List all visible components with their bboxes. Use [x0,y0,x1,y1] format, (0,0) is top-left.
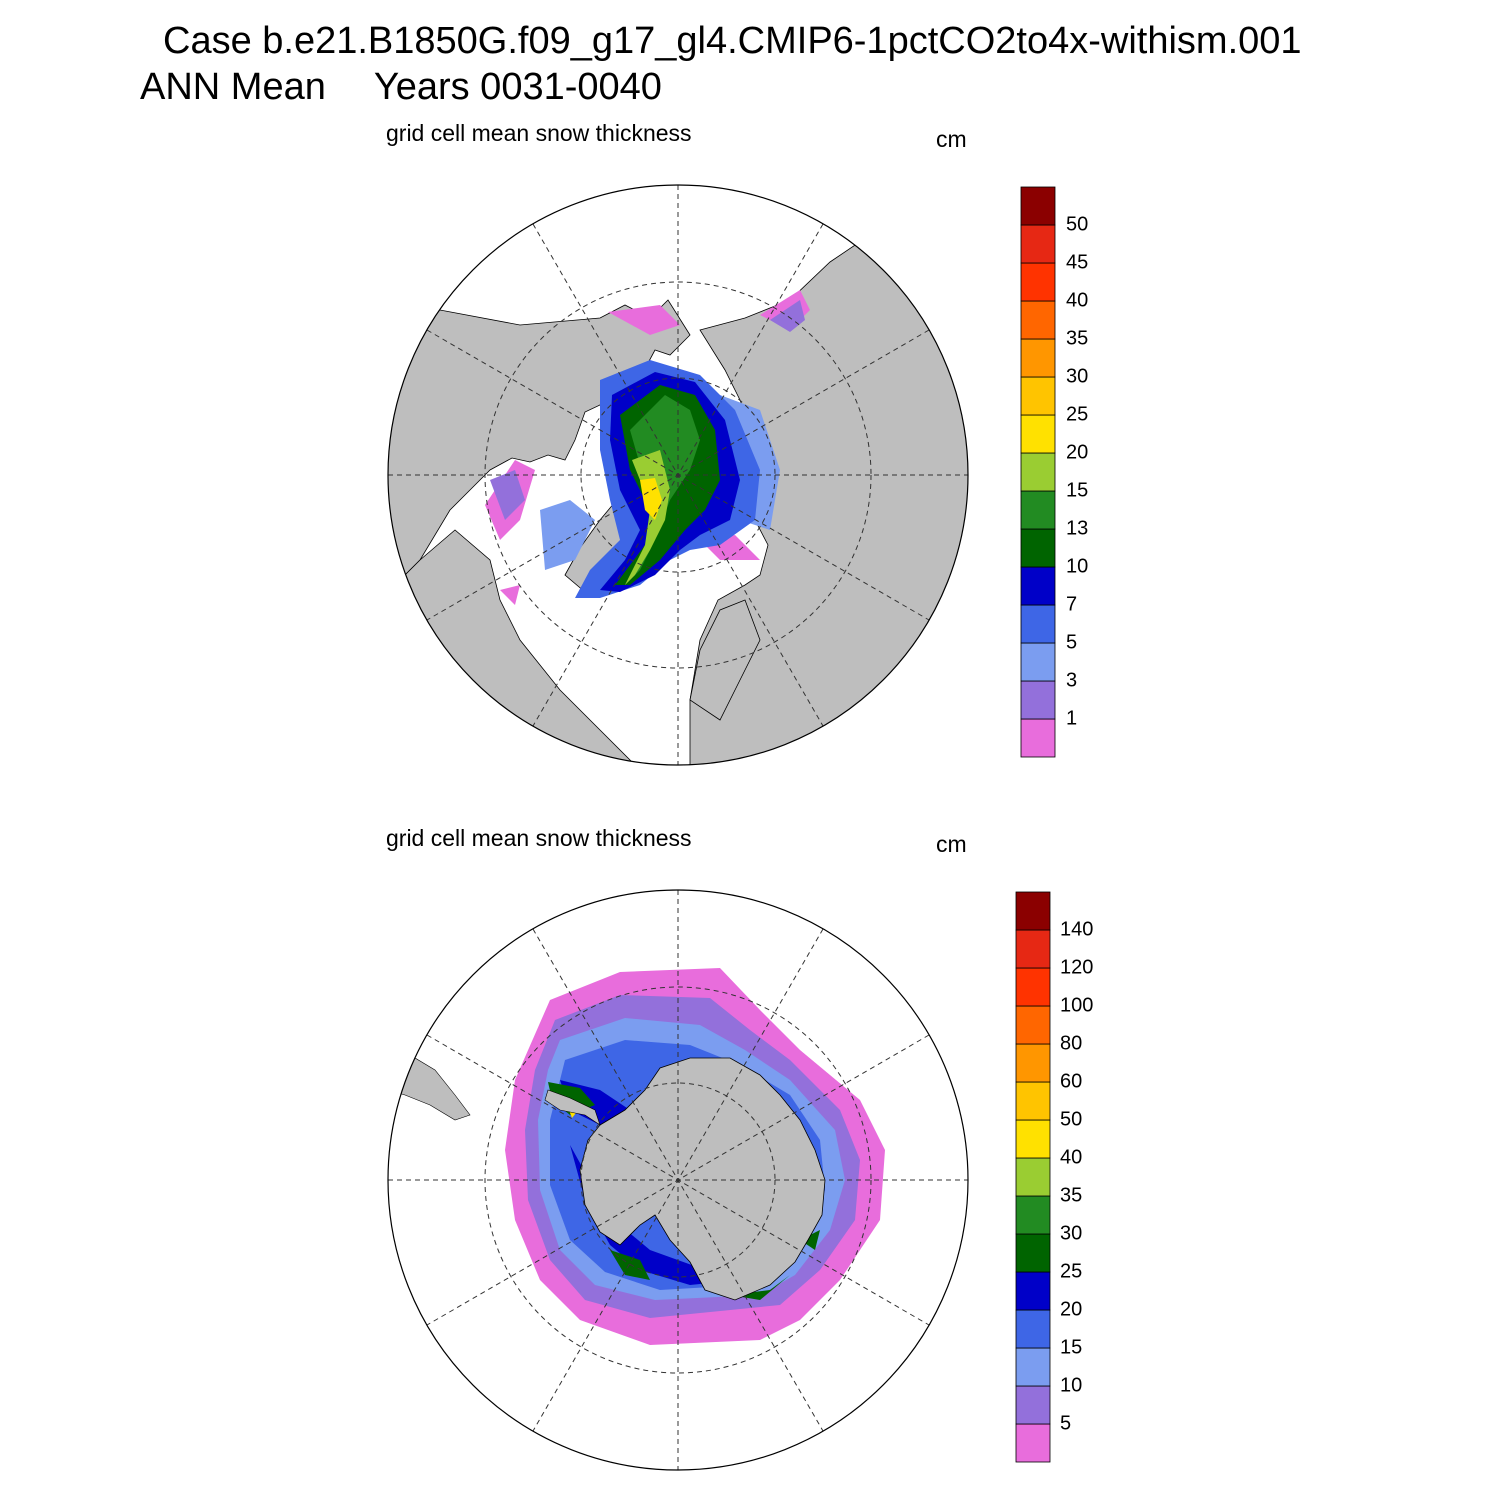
colorbar-tick-label: 25 [1060,1260,1083,1283]
colorbar-tick-label: 3 [1066,669,1078,692]
colorbar-tick-label: 80 [1060,1032,1083,1055]
colorbar-tick-label: 10 [1066,555,1089,578]
panel-title-south: grid cell mean snow thickness [386,825,692,851]
colorbar-box [1020,642,1056,682]
colorbar-tick-label: 30 [1060,1222,1083,1245]
colorbar-box [1020,452,1056,492]
years-label: Years 0031-0040 [373,66,662,108]
colorbar-box [1015,1005,1051,1045]
colorbar-tick-label: 40 [1066,289,1089,312]
colorbar-tick-label: 30 [1066,365,1089,388]
colorbar-box [1020,262,1056,302]
case-title: Case b.e21.B1850G.f09_g17_gl4.CMIP6-1pct… [163,20,1302,62]
colorbar-box [1015,1081,1051,1121]
colorbar-box [1015,1423,1051,1463]
colorbar-tick-label: 120 [1060,956,1094,979]
colorbar-box [1015,1195,1051,1235]
south-land-antarctica [579,1057,826,1301]
colorbar-box [1015,1043,1051,1083]
colorbar-tick-label: 7 [1066,593,1078,616]
colorbar-tick-label: 50 [1066,213,1089,236]
colorbar-box [1020,186,1056,226]
colorbar-tick-label: 20 [1060,1298,1083,1321]
north-snow-level-3 [490,300,805,520]
colorbar-box [1020,490,1056,530]
colorbar-tick-label: 35 [1060,1184,1083,1207]
colorbar-tick-label: 50 [1060,1108,1083,1131]
north-polar-map [387,184,969,766]
colorbar-box [1020,338,1056,378]
south-land-peninsula [544,1089,601,1126]
colorbar-tick-label: 15 [1060,1336,1083,1359]
colorbar-box [1020,718,1056,758]
colorbar-box [1020,224,1056,264]
colorbar-tick-label: 45 [1066,251,1089,274]
colorbar-tick-label: 25 [1066,403,1089,426]
colorbar-box [1015,891,1051,931]
colorbar-box [1020,604,1056,644]
north-snow-level-25 [640,478,662,520]
north-map-border [387,184,969,766]
colorbar-tick-label: 60 [1060,1070,1083,1093]
colorbar-tick-label: 5 [1060,1412,1072,1435]
colorbar-tick-label: 10 [1060,1374,1083,1397]
colorbar-tick-label: 20 [1066,441,1089,464]
colorbar-box [1020,680,1056,720]
colorbar-box [1020,528,1056,568]
colorbar-tick-label: 15 [1066,479,1089,502]
colorbar-north [1020,186,1056,758]
colorbar-tick-label: 35 [1066,327,1089,350]
south-polar-map [387,889,969,1471]
colorbar-south [1015,891,1051,1463]
colorbar-box [1015,1385,1051,1425]
colorbar-tick-label: 40 [1060,1146,1083,1169]
colorbar-box [1020,376,1056,416]
colorbar-tick-label: 140 [1060,918,1094,941]
colorbar-box [1015,1233,1051,1273]
colorbar-box [1020,414,1056,454]
colorbar-box [1015,1347,1051,1387]
north-land-scandinavia [689,599,761,721]
north-snow-level-20 [625,450,670,585]
units-label-south: cm [936,831,967,857]
colorbar-box [1020,566,1056,606]
south-graticule [388,890,968,1470]
season-label: ANN Mean [140,66,326,108]
north-graticule [388,185,968,765]
south-map-border [387,889,969,1471]
colorbar-tick-label: 100 [1060,994,1094,1017]
colorbar-box [1015,1271,1051,1311]
colorbar-tick-label: 13 [1066,517,1089,540]
colorbar-tick-label: 5 [1066,631,1078,654]
colorbar-box [1015,1119,1051,1159]
colorbar-box [1015,1157,1051,1197]
colorbar-box [1015,929,1051,969]
colorbar-tick-label: 1 [1066,707,1078,730]
panel-title-north: grid cell mean snow thickness [386,120,692,146]
colorbar-box [1015,1309,1051,1349]
units-label-north: cm [936,126,967,152]
colorbar-box [1015,967,1051,1007]
colorbar-box [1020,300,1056,340]
season-years-title: ANN Mean Years 0031-0040 [140,66,662,109]
